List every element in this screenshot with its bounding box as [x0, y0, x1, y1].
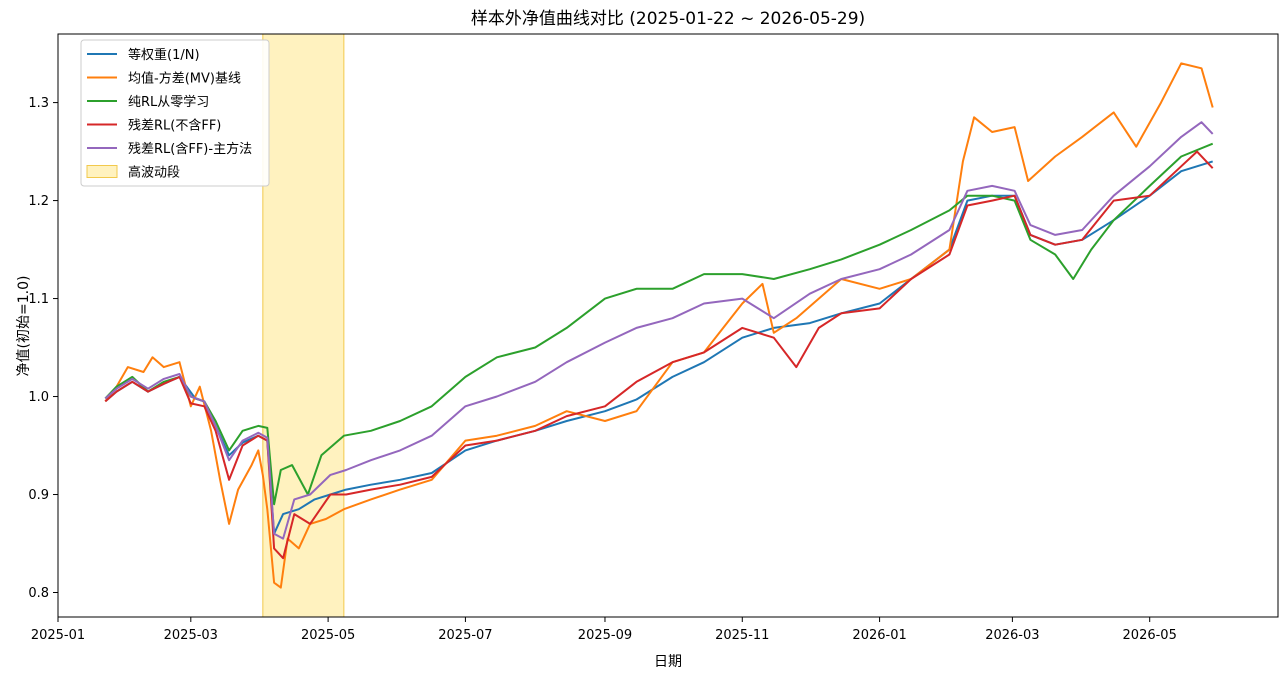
- x-tick-label: 2025-01: [31, 628, 85, 643]
- x-tick-label: 2025-09: [578, 628, 632, 643]
- series-line-3: [104, 142, 1214, 506]
- series-line-4: [104, 150, 1214, 560]
- x-tick-label: 2025-05: [301, 628, 355, 643]
- legend-label-shade: 高波动段: [128, 165, 180, 181]
- y-tick-label: 1.3: [28, 96, 49, 111]
- legend-swatch-shade: [86, 165, 118, 178]
- series-lines-layer: [104, 62, 1214, 589]
- legend-label: 均值-方差(MV)基线: [128, 71, 241, 87]
- legend-box: [80, 39, 270, 187]
- chart-title: 样本外净值曲线对比 (2025-01-22 ~ 2026-05-29): [471, 9, 865, 29]
- y-axis-label: 净值(初始=1.0): [15, 276, 32, 377]
- legend-label: 等权重(1/N): [128, 47, 200, 63]
- y-tick-label: 0.8: [28, 586, 49, 601]
- x-axis-label: 日期: [654, 654, 682, 670]
- legend-label: 残差RL(不含FF): [128, 118, 221, 134]
- plot-frame: [57, 33, 1279, 618]
- series-line-2: [104, 62, 1214, 589]
- legend-label: 纯RL从零学习: [128, 94, 209, 110]
- x-tick-label: 2025-07: [438, 628, 492, 643]
- series-line-5: [104, 121, 1214, 540]
- x-tick-label: 2025-11: [715, 628, 769, 643]
- legend-label: 残差RL(含FF)-主方法: [128, 141, 252, 157]
- y-tick-label: 1.2: [28, 194, 49, 209]
- y-tick-label: 0.9: [28, 488, 49, 503]
- y-axis-ticks: 0.8 0.9 1.0 1.1 1.2 1.3: [28, 96, 58, 601]
- y-tick-label: 1.1: [28, 292, 49, 307]
- x-tick-label: 2026-05: [1123, 628, 1177, 643]
- x-tick-label: 2026-01: [852, 628, 906, 643]
- x-tick-label: 2025-03: [164, 628, 218, 643]
- x-tick-label: 2026-03: [985, 628, 1039, 643]
- x-axis-ticks: 2025-01 2025-03 2025-05 2025-07 2025-09 2025-…: [31, 617, 1177, 643]
- y-tick-label: 1.0: [28, 390, 49, 405]
